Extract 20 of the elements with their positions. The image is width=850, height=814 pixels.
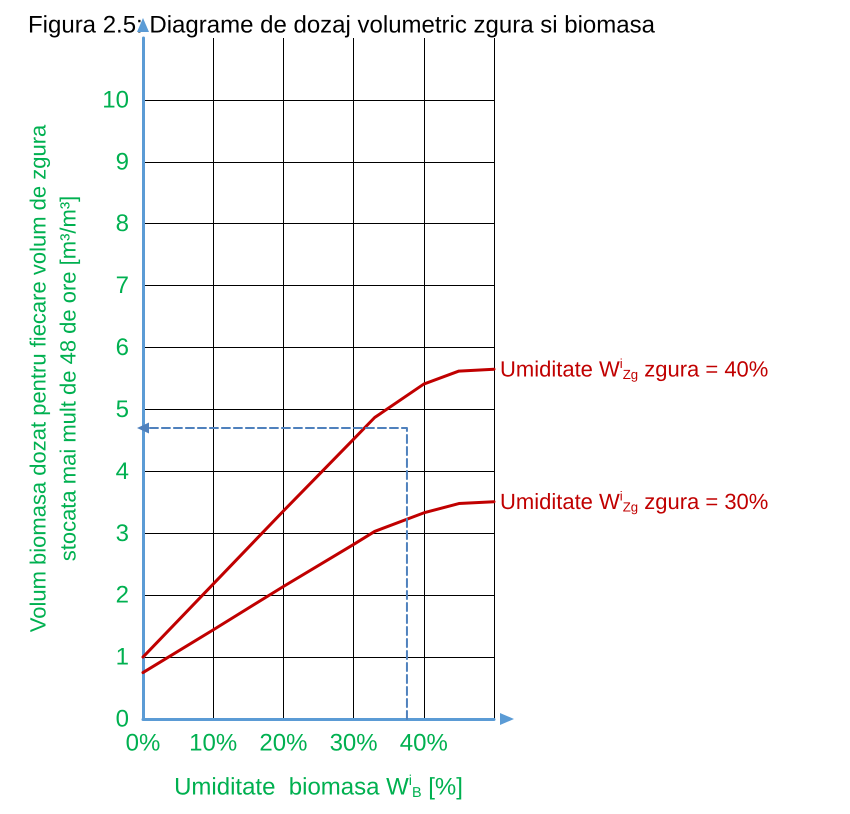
x-tick-label: 40% — [400, 730, 448, 756]
x-tick-label: 30% — [330, 730, 378, 756]
y-tick-label: 1 — [116, 644, 129, 671]
y-tick-label: 6 — [116, 334, 129, 362]
y-tick-label: 8 — [116, 210, 129, 238]
line-series — [142, 500, 496, 674]
x-tick-label: 10% — [189, 730, 238, 756]
y-tick-label: 10 — [102, 86, 129, 114]
x-tick-label: 20% — [259, 730, 308, 756]
y-tick-label: 7 — [116, 272, 129, 300]
y-axis-title: Volum biomasa dozat pentru fiecare volum de zgura stocata mai mult de 48 de ore [m³/m³] — [26, 124, 80, 632]
line-series — [142, 368, 496, 659]
y-tick-label: 0 — [116, 706, 129, 732]
chart-title: Figura 2.5: Diagrame de dozaj volumetric zgura si biomasa — [28, 12, 656, 38]
y-tick-label: 9 — [116, 148, 129, 176]
y-tick-label: 5 — [116, 396, 129, 423]
y-tick-label: 4 — [116, 458, 129, 485]
y-tick-label: 2 — [116, 582, 129, 609]
y-tick-label: 3 — [116, 520, 129, 547]
x-tick-label: 0% — [126, 730, 160, 756]
